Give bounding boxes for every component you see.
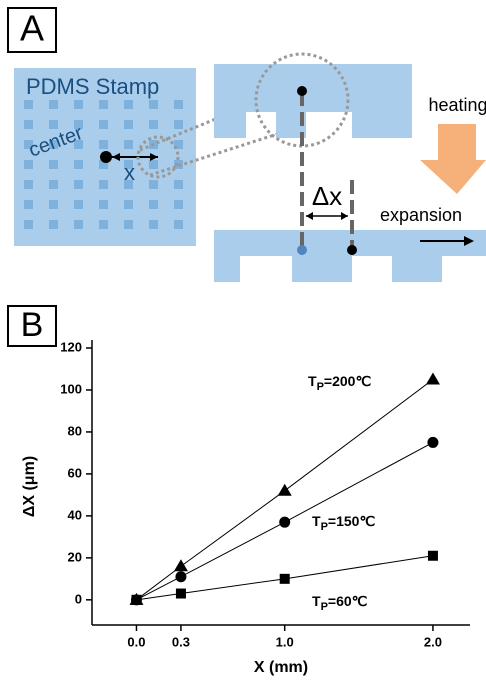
- panel-label: A: [20, 8, 44, 49]
- post: [24, 180, 33, 189]
- y-tick-label: 120: [60, 339, 82, 354]
- post: [174, 140, 183, 149]
- y-tick-label: 60: [68, 465, 82, 480]
- y-tick-label: 80: [68, 423, 82, 438]
- y-tick-label: 100: [60, 381, 82, 396]
- panel-label: B: [21, 306, 44, 344]
- series-line: [136, 441, 434, 601]
- post: [174, 200, 183, 209]
- post: [124, 200, 133, 209]
- marker: [279, 573, 290, 584]
- x-tick-label: 0.3: [172, 634, 190, 649]
- post: [74, 160, 83, 169]
- post: [24, 100, 33, 109]
- post: [99, 140, 108, 149]
- expansion-arrow-head: [464, 236, 474, 246]
- marker: [131, 594, 142, 605]
- stamp-label: PDMS Stamp: [26, 74, 159, 99]
- y-tick-label: 40: [68, 507, 82, 522]
- post: [124, 120, 133, 129]
- post: [49, 220, 58, 229]
- zoom-circle: [136, 135, 180, 179]
- post: [49, 140, 58, 149]
- post: [174, 100, 183, 109]
- post: [49, 160, 58, 169]
- heating-arrow: [420, 124, 486, 194]
- post: [49, 180, 58, 189]
- post: [24, 120, 33, 129]
- heating-label: heating: [428, 95, 486, 115]
- marker: [425, 372, 440, 385]
- marker: [175, 588, 186, 599]
- post: [74, 180, 83, 189]
- x-axis-label: X (mm): [254, 659, 308, 676]
- post: [99, 200, 108, 209]
- post: [149, 100, 158, 109]
- post: [124, 160, 133, 169]
- post: [49, 200, 58, 209]
- y-axis-label: ΔX (μm): [21, 456, 38, 517]
- expansion-label: expansion: [380, 205, 462, 225]
- marker: [175, 571, 187, 583]
- marker: [173, 559, 188, 572]
- post: [99, 100, 108, 109]
- x-tick-label: 0.0: [127, 634, 145, 649]
- post: [74, 200, 83, 209]
- marker: [277, 483, 292, 496]
- panel-label-box: [7, 305, 57, 347]
- post: [74, 100, 83, 109]
- post: [74, 120, 83, 129]
- post: [24, 200, 33, 209]
- x-tick-label: 1.0: [276, 634, 294, 649]
- post: [99, 180, 108, 189]
- stamp-section-bottom: [214, 230, 486, 282]
- post: [49, 100, 58, 109]
- x-label: x: [124, 160, 135, 185]
- post: [99, 220, 108, 229]
- x-tick-label: 2.0: [424, 634, 442, 649]
- marker: [427, 550, 438, 561]
- stamp-section-top: [214, 64, 412, 138]
- dot: [297, 245, 307, 255]
- post: [124, 100, 133, 109]
- series-line: [136, 379, 434, 601]
- dot: [297, 86, 307, 96]
- post: [149, 180, 158, 189]
- post: [124, 140, 133, 149]
- post: [24, 140, 33, 149]
- post: [24, 160, 33, 169]
- dot: [347, 245, 357, 255]
- series-label: TP=60℃: [312, 593, 368, 613]
- chart: 0 20 40 60 80 100 120 0.0 0.3 1.0 2.0 X (mm) ΔX (μm)…: [21, 339, 470, 676]
- center-dot: [100, 151, 112, 163]
- post: [24, 220, 33, 229]
- marker: [279, 516, 291, 528]
- series-label: TP=150℃: [312, 513, 375, 533]
- post: [149, 220, 158, 229]
- post: [149, 200, 158, 209]
- y-tick-label: 0: [75, 591, 82, 606]
- post: [149, 120, 158, 129]
- post: [174, 180, 183, 189]
- post: [74, 140, 83, 149]
- series-line: [136, 555, 434, 601]
- post: [49, 120, 58, 129]
- post: [99, 160, 108, 169]
- post: [174, 120, 183, 129]
- panel-label-box: [7, 7, 57, 53]
- series-label: TP=200℃: [308, 373, 371, 393]
- post: [124, 180, 133, 189]
- dx-label: Δx: [312, 181, 342, 211]
- y-tick-label: 20: [68, 549, 82, 564]
- post: [124, 220, 133, 229]
- post: [74, 220, 83, 229]
- marker: [427, 436, 439, 448]
- post: [174, 220, 183, 229]
- post: [149, 160, 158, 169]
- post: [99, 120, 108, 129]
